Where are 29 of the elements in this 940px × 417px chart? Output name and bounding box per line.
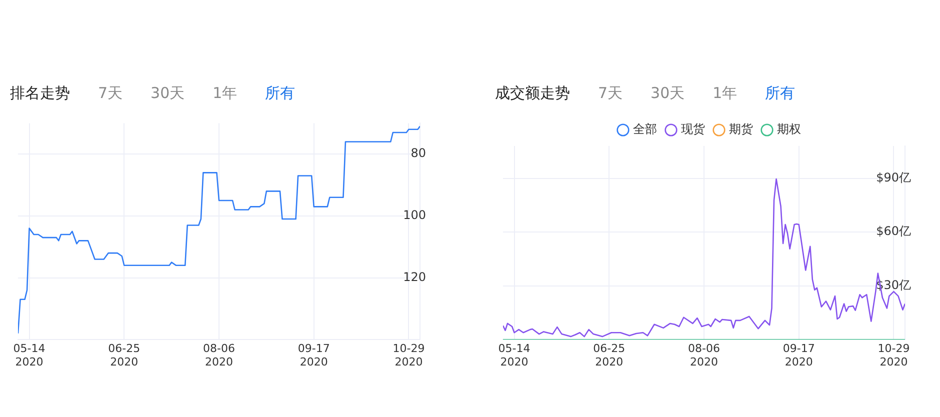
chart-title: 排名走势 bbox=[10, 84, 70, 102]
text: 7天 bbox=[598, 84, 623, 102]
text: 7天 bbox=[98, 84, 123, 102]
y-tick-label: $90亿 bbox=[876, 170, 911, 184]
y-tick-label: 80 bbox=[410, 146, 426, 160]
text: 30天 bbox=[150, 84, 185, 102]
legend-label: 期权 bbox=[777, 122, 801, 136]
chart-title: 成交额走势 bbox=[495, 84, 570, 102]
y-tick-label: 100 bbox=[403, 208, 426, 222]
x-tick-label: 08-06 2020 bbox=[203, 342, 235, 368]
text: 所有 bbox=[265, 84, 296, 102]
legend-label: 现货 bbox=[681, 122, 705, 136]
text: 所有 bbox=[765, 84, 796, 102]
legend-label: 全部 bbox=[633, 122, 657, 136]
y-tick-label: 120 bbox=[403, 270, 426, 284]
x-tick-label: 09-17 2020 bbox=[782, 342, 815, 368]
legend-label: 期货 bbox=[729, 122, 753, 136]
x-tick-label: 06-25 2020 bbox=[593, 342, 626, 368]
y-tick-label: $60亿 bbox=[876, 224, 911, 238]
text: 1年 bbox=[212, 84, 238, 102]
text: 30天 bbox=[650, 84, 685, 102]
x-tick-label: 10-29 2020 bbox=[392, 342, 425, 368]
x-tick-label: 05-14 2020 bbox=[13, 342, 46, 368]
x-tick-label: 05-14 2020 bbox=[498, 342, 530, 368]
text: 1年 bbox=[712, 84, 738, 102]
x-tick-label: 08-06 2020 bbox=[688, 342, 720, 368]
x-tick-label: 10-29 2020 bbox=[878, 342, 910, 368]
x-tick-label: 06-25 2020 bbox=[108, 342, 140, 368]
x-tick-label: 09-17 2020 bbox=[298, 342, 330, 368]
